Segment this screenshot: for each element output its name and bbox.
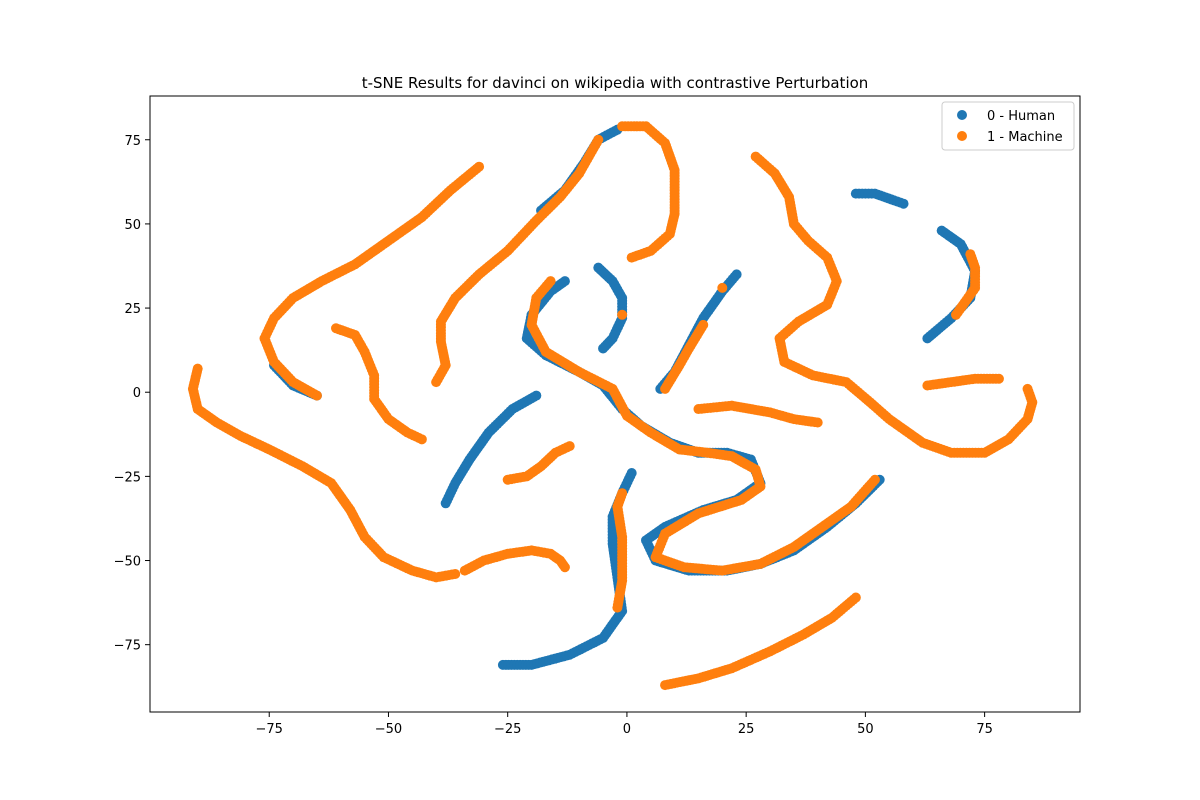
legend-box [941, 101, 1075, 151]
data-point [612, 602, 623, 613]
legend-marker [957, 110, 967, 120]
data-point [450, 568, 461, 579]
legend: 0 - Human 1 - Machine [941, 101, 1075, 151]
x-tick-label: 75 [976, 722, 993, 737]
x-tick-label: −75 [256, 722, 283, 737]
x-tick-label: 50 [857, 722, 874, 737]
data-point [617, 309, 628, 320]
y-tick-label: 0 [133, 386, 141, 401]
y-tick-label: −50 [114, 555, 141, 570]
legend-label: 1 - Machine [987, 130, 1063, 145]
data-point [440, 498, 451, 509]
x-tick-label: 0 [623, 722, 631, 737]
data-point [660, 383, 671, 394]
series-1 [187, 121, 1038, 691]
legend-label: 0 - Human [987, 109, 1055, 124]
data-point [951, 309, 961, 320]
y-tick-label: −75 [114, 639, 141, 654]
y-tick-label: 50 [124, 218, 141, 233]
data-point [502, 474, 513, 485]
plot-frame [149, 95, 1081, 713]
data-point [474, 161, 485, 172]
data-point [993, 373, 1004, 384]
data-point [593, 134, 604, 145]
y-tick-label: −25 [114, 470, 141, 485]
data-point [812, 417, 823, 428]
data-point [626, 468, 637, 479]
data-point [869, 474, 880, 485]
y-tick-label: 25 [124, 302, 141, 317]
data-point [416, 434, 427, 445]
y-tick-label: 75 [124, 134, 141, 149]
data-point [626, 252, 637, 263]
legend-marker [957, 131, 967, 141]
axes-layer: −75 −50 −25 0 25 50 75 −75 −50 −25 0 25 50 75 [114, 95, 1081, 737]
data-point [850, 592, 861, 603]
points-layer [187, 121, 1038, 691]
x-tick-label: −50 [375, 722, 402, 737]
data-point [898, 198, 909, 209]
x-tick-label: −25 [494, 722, 521, 737]
data-point [717, 282, 728, 293]
data-point [598, 343, 609, 354]
data-point [922, 333, 933, 344]
data-point [559, 562, 570, 573]
chart-title: t-SNE Results for davinci on wikipedia w… [362, 74, 869, 92]
x-tick-label: 25 [738, 722, 755, 737]
data-point [1022, 383, 1033, 394]
